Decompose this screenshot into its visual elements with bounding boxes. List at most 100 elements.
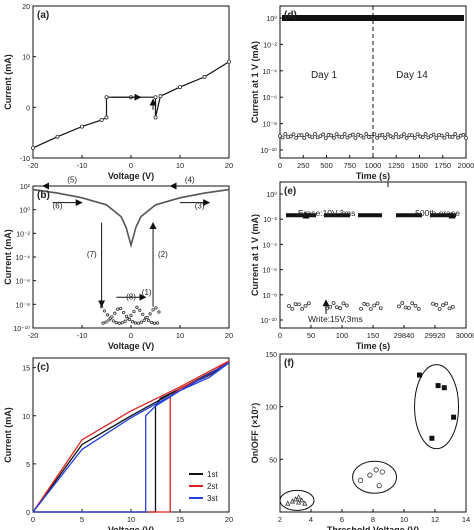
- data-point: [177, 85, 182, 90]
- triangle-point: [295, 494, 302, 500]
- y-tick-label: 10⁻⁸: [263, 293, 277, 300]
- x-tick-label: 15: [176, 515, 184, 524]
- off-state-point: [358, 133, 363, 138]
- cluster-ellipse: [352, 460, 398, 494]
- off-state-point: [365, 302, 370, 307]
- step-label: (3): [195, 201, 205, 210]
- off-state-point: [385, 132, 390, 137]
- y-tick-label: 10⁻¹⁰: [260, 317, 277, 325]
- y-tick-label: 15: [22, 366, 30, 373]
- x-tick-label: -20: [28, 331, 39, 340]
- series-3st: [32, 362, 230, 513]
- y-tick-label: 10⁻²: [263, 217, 277, 224]
- off-state-point: [334, 132, 339, 137]
- x-tick-label: 10: [176, 161, 184, 170]
- x-tick-label: 30000: [456, 331, 474, 340]
- circle-point: [379, 469, 385, 475]
- data-point: [155, 321, 160, 325]
- square-point: [429, 435, 435, 441]
- off-state-point: [375, 135, 379, 140]
- y-tick-label: 10⁻²: [263, 42, 277, 49]
- x-tick-label: 29920: [425, 331, 446, 340]
- y-axis-label: Current (mA): [3, 229, 13, 285]
- y-tick-label: 10⁻⁴: [263, 69, 278, 76]
- step-label: (5): [67, 175, 77, 184]
- x-tick-label: 29840: [394, 331, 415, 340]
- x-axis-label: Voltage (V): [108, 341, 154, 351]
- off-state-point: [420, 135, 425, 140]
- data-point: [141, 312, 145, 316]
- circle-point: [373, 467, 379, 473]
- square-point: [417, 372, 422, 378]
- data-point: [122, 311, 126, 315]
- off-state-point: [318, 134, 323, 139]
- iv-curve-a: [32, 61, 230, 149]
- x-tick-label: 20: [225, 161, 233, 170]
- x-tick-label: 150: [367, 331, 380, 340]
- x-tick-label: 0: [129, 161, 133, 170]
- y-axis-label: On/OFF (×10⁷): [250, 403, 260, 463]
- data-point: [101, 321, 105, 325]
- data-point: [154, 306, 158, 310]
- off-state-point: [429, 134, 433, 138]
- x-tick-label: -10: [77, 161, 88, 170]
- x-tick-label: 250: [297, 161, 310, 170]
- off-state-point: [353, 136, 358, 140]
- data-point: [149, 320, 154, 325]
- data-point: [130, 320, 135, 324]
- step-label: (2): [158, 250, 168, 259]
- x-tick-label: 14: [462, 515, 470, 524]
- y-tick-label: 10: [22, 414, 30, 421]
- off-state-point: [290, 306, 295, 311]
- y-tick-label: 10⁻⁶: [263, 268, 277, 275]
- data-point: [102, 309, 107, 313]
- x-axis-label: Time (s): [356, 341, 390, 351]
- data-point: [153, 115, 158, 120]
- data-point: [105, 313, 110, 317]
- data-point: [116, 307, 120, 311]
- y-tick-label: 10⁰: [266, 15, 277, 23]
- off-state-point: [391, 135, 396, 140]
- data-point: [152, 321, 157, 325]
- off-state-point: [296, 302, 301, 307]
- off-state-point: [302, 136, 307, 140]
- off-state-point: [431, 132, 436, 137]
- y-tick-label: 10⁻⁴: [16, 255, 31, 262]
- off-state-point: [406, 306, 411, 310]
- off-state-point: [345, 135, 350, 140]
- y-tick-label: -10: [20, 156, 30, 163]
- off-state-point: [341, 301, 346, 306]
- off-state-point: [456, 135, 460, 140]
- step-label: (1): [142, 288, 152, 297]
- off-state-point: [415, 132, 420, 137]
- x-tick-label: -20: [28, 161, 39, 170]
- data-point: [127, 317, 132, 322]
- circle-point: [367, 472, 373, 478]
- off-state-point: [300, 307, 305, 311]
- y-tick-label: 150: [265, 352, 277, 359]
- x-tick-label: 20: [225, 515, 233, 524]
- off-state-point: [447, 306, 452, 311]
- series-1st: [32, 362, 230, 513]
- panel-label: (e): [284, 186, 296, 197]
- triangle-point: [302, 500, 308, 506]
- data-point: [99, 118, 104, 123]
- off-state-point: [278, 134, 282, 138]
- y-tick-label: 0: [26, 105, 30, 112]
- x-tick-label: 0: [129, 331, 133, 340]
- off-state-point: [321, 132, 326, 137]
- step-label: (8): [126, 293, 136, 302]
- off-state-point: [380, 133, 385, 137]
- x-tick-label: 2: [278, 515, 282, 524]
- square-point: [451, 414, 457, 420]
- off-state-point: [328, 304, 333, 309]
- data-point: [80, 124, 85, 129]
- off-state-point: [310, 135, 315, 140]
- y-tick-label: 10⁻⁴: [263, 242, 278, 249]
- off-state-point: [450, 305, 455, 309]
- cluster-ellipse: [279, 489, 315, 511]
- off-state-point: [364, 132, 369, 136]
- triangle-point: [285, 500, 291, 506]
- y-tick-label: 0: [26, 510, 30, 517]
- data-point: [157, 310, 161, 314]
